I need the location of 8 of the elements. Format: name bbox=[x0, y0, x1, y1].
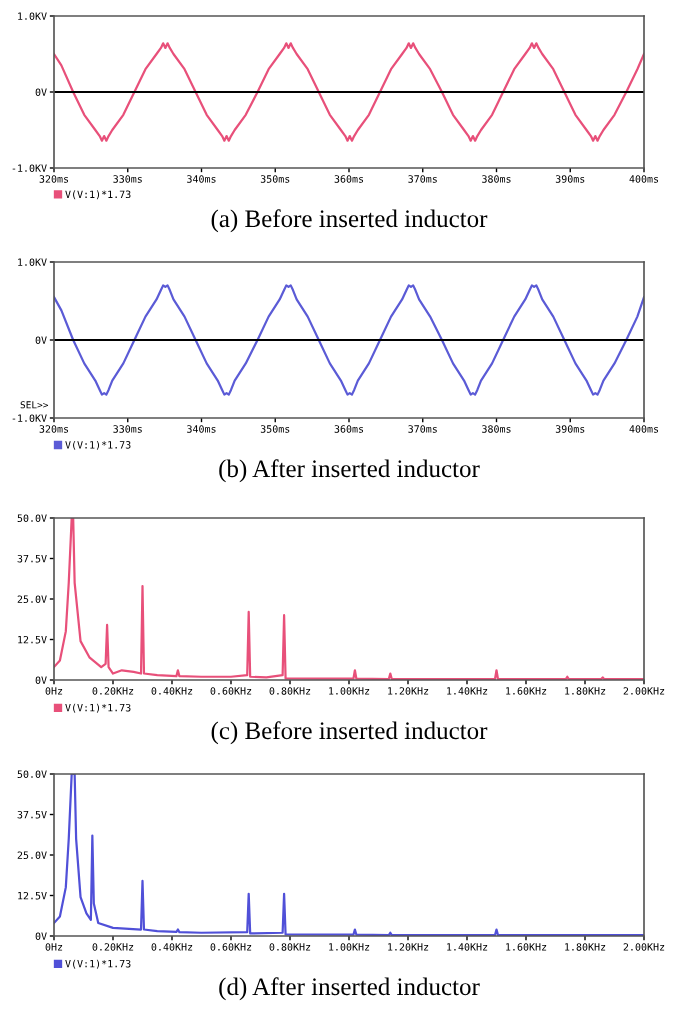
line-series bbox=[54, 518, 644, 680]
line-series bbox=[54, 284, 644, 396]
text: (a) Before inserted inductor bbox=[211, 209, 488, 233]
text: (c) Before inserted inductor bbox=[211, 721, 488, 745]
line-series bbox=[54, 774, 644, 936]
line-series bbox=[54, 42, 644, 142]
text: (b) After inserted inductor bbox=[219, 459, 480, 483]
text: (d) After inserted inductor bbox=[219, 977, 480, 1001]
